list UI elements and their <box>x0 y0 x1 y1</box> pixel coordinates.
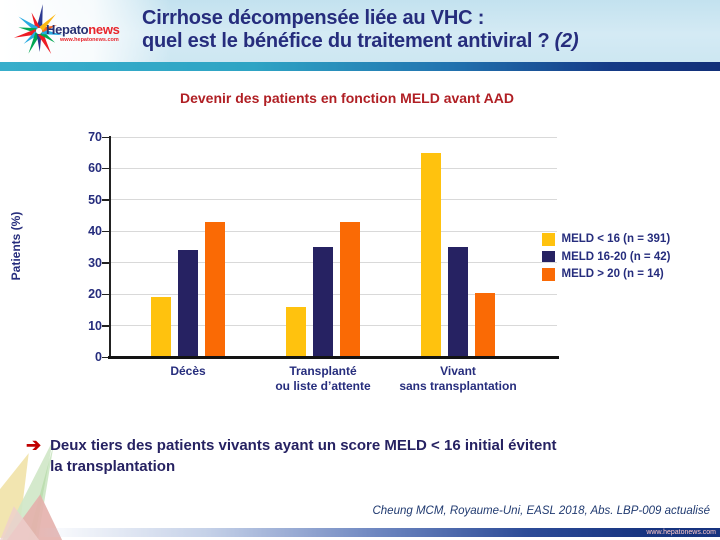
citation: Cheung MCM, Royaume-Uni, EASL 2018, Abs.… <box>372 505 710 517</box>
gridline <box>110 262 557 264</box>
y-tick-label: 20 <box>88 287 102 302</box>
plot-area <box>102 136 559 359</box>
hepatonews-logo: Hepatonews www.hepatonews.com <box>4 0 144 62</box>
y-tick-mark <box>102 199 109 201</box>
logo-wordmark: Hepatonews <box>46 22 120 37</box>
gridline <box>110 199 557 201</box>
y-tick-mark <box>102 356 109 358</box>
bar-group <box>151 221 225 357</box>
x-axis-line <box>108 355 559 359</box>
y-tick-mark <box>102 167 109 170</box>
y-axis-ticks: 0 10 20 30 40 50 60 70 <box>64 130 102 364</box>
legend-swatch <box>542 233 555 246</box>
bar <box>178 250 198 357</box>
legend-item: MELD < 16 (n = 391) <box>542 233 670 246</box>
logo-url: www.hepatonews.com <box>60 37 119 43</box>
bar <box>151 297 171 357</box>
title-line-1: Cirrhose décompensée liée au VHC : <box>142 7 485 29</box>
y-tick-mark <box>102 262 109 264</box>
y-tick-mark <box>102 136 109 138</box>
bar <box>340 221 360 357</box>
y-tick-mark <box>102 293 109 296</box>
gridline <box>110 293 557 295</box>
bar <box>421 152 441 357</box>
arrow-right-icon: ➔ <box>26 435 42 455</box>
y-axis-label: Patients (%) <box>9 211 23 281</box>
legend-label: MELD < 16 (n = 391) <box>561 233 671 246</box>
gridline <box>110 230 557 232</box>
y-tick-label: 70 <box>88 130 102 144</box>
takeaway-line-1: Deux tiers des patients vivants ayant un… <box>50 437 557 454</box>
y-tick-label: 30 <box>88 255 102 270</box>
gridline <box>110 136 557 138</box>
bar-group <box>421 152 495 357</box>
x-axis-labels: Décès Transplanté ou liste d’attente Vivant… <box>110 364 557 404</box>
footer-site-url: www.hepatonews.com <box>646 529 716 536</box>
starburst-icon <box>13 4 63 54</box>
bar <box>313 247 333 357</box>
bar <box>448 247 468 357</box>
bar <box>286 306 306 357</box>
footer-bar: www.hepatonews.com <box>36 528 720 537</box>
category-label: Transplanté ou liste d’attente <box>275 364 371 393</box>
chart-title: Devenir des patients en fonction MELD av… <box>180 90 514 106</box>
corner-decoration <box>0 434 115 540</box>
y-tick-label: 60 <box>88 161 102 176</box>
logo-brand-secondary: news <box>88 22 120 37</box>
category-label: Vivant sans transplantation <box>399 364 517 393</box>
legend-swatch <box>542 250 555 263</box>
y-tick-mark <box>102 230 109 233</box>
legend-label: MELD > 20 (n = 14) <box>561 268 664 281</box>
y-tick-label: 0 <box>95 350 102 364</box>
legend-item: MELD > 20 (n = 14) <box>542 268 670 281</box>
takeaway-line-2: la transplantation <box>50 458 176 475</box>
gridline <box>110 167 557 169</box>
header: Hepatonews www.hepatonews.com Cirrhose d… <box>0 0 720 62</box>
logo-brand-primary: Hepato <box>46 22 89 37</box>
y-tick-label: 40 <box>88 224 102 239</box>
y-axis-line <box>109 136 111 357</box>
y-tick-mark <box>102 325 109 327</box>
title-suffix: (2) <box>554 30 579 52</box>
takeaway: ➔ Deux tiers des patients vivants ayant … <box>26 435 557 477</box>
bar-group <box>286 221 360 357</box>
takeaway-text: Deux tiers des patients vivants ayant un… <box>50 435 556 477</box>
bar <box>475 292 495 357</box>
title-line-2: quel est le bénéfice du traitement antiv… <box>142 30 579 52</box>
y-tick-label: 10 <box>88 318 102 333</box>
legend: MELD < 16 (n = 391) MELD 16-20 (n = 42) ME… <box>542 233 670 286</box>
header-divider <box>0 62 720 71</box>
bar <box>205 221 225 357</box>
y-tick-label: 50 <box>88 192 102 207</box>
page-title: Cirrhose décompensée liée au VHC : quel … <box>142 7 579 53</box>
legend-item: MELD 16-20 (n = 42) <box>542 250 671 263</box>
gridline <box>110 325 557 327</box>
legend-swatch <box>542 268 555 281</box>
legend-label: MELD 16-20 (n = 42) <box>561 250 671 263</box>
category-label: Décès <box>170 364 206 378</box>
